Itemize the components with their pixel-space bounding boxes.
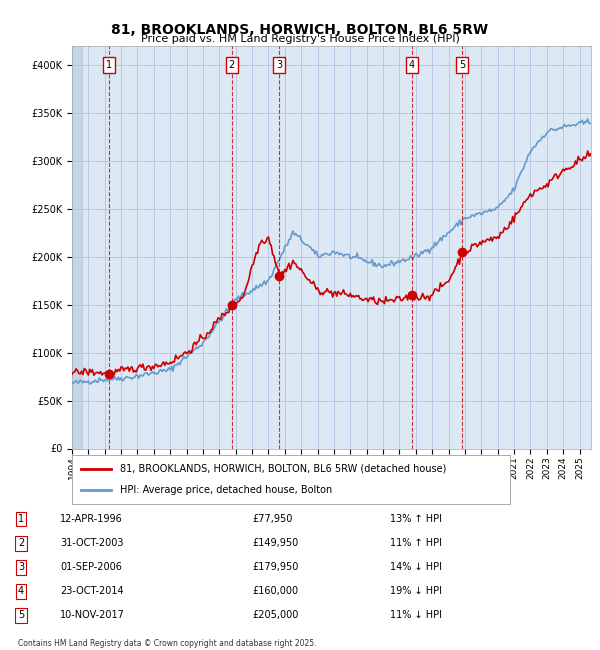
Text: 3: 3	[277, 60, 283, 70]
Text: 19% ↓ HPI: 19% ↓ HPI	[390, 586, 442, 596]
Text: 81, BROOKLANDS, HORWICH, BOLTON, BL6 5RW: 81, BROOKLANDS, HORWICH, BOLTON, BL6 5RW	[112, 23, 488, 37]
Text: 23-OCT-2014: 23-OCT-2014	[60, 586, 124, 596]
Text: 13% ↑ HPI: 13% ↑ HPI	[390, 514, 442, 524]
Text: 11% ↓ HPI: 11% ↓ HPI	[390, 610, 442, 620]
Text: 2: 2	[229, 60, 235, 70]
Text: £149,950: £149,950	[252, 538, 298, 548]
Text: 5: 5	[18, 610, 24, 620]
Text: £179,950: £179,950	[252, 562, 298, 572]
Text: Price paid vs. HM Land Registry's House Price Index (HPI): Price paid vs. HM Land Registry's House …	[140, 34, 460, 44]
Text: 10-NOV-2017: 10-NOV-2017	[60, 610, 125, 620]
Text: 4: 4	[409, 60, 415, 70]
Text: £160,000: £160,000	[252, 586, 298, 596]
Text: 2: 2	[18, 538, 24, 548]
Text: 14% ↓ HPI: 14% ↓ HPI	[390, 562, 442, 572]
Text: 3: 3	[18, 562, 24, 572]
Text: 1: 1	[18, 514, 24, 524]
Text: 11% ↑ HPI: 11% ↑ HPI	[390, 538, 442, 548]
Text: 4: 4	[18, 586, 24, 596]
Text: £205,000: £205,000	[252, 610, 298, 620]
Text: 01-SEP-2006: 01-SEP-2006	[60, 562, 122, 572]
Text: 5: 5	[459, 60, 466, 70]
Text: 1: 1	[106, 60, 112, 70]
Text: Contains HM Land Registry data © Crown copyright and database right 2025.
This d: Contains HM Land Registry data © Crown c…	[18, 639, 317, 650]
Text: 31-OCT-2003: 31-OCT-2003	[60, 538, 124, 548]
Text: £77,950: £77,950	[252, 514, 292, 524]
Text: 12-APR-1996: 12-APR-1996	[60, 514, 123, 524]
Text: HPI: Average price, detached house, Bolton: HPI: Average price, detached house, Bolt…	[120, 485, 332, 495]
Text: 81, BROOKLANDS, HORWICH, BOLTON, BL6 5RW (detached house): 81, BROOKLANDS, HORWICH, BOLTON, BL6 5RW…	[120, 463, 446, 474]
